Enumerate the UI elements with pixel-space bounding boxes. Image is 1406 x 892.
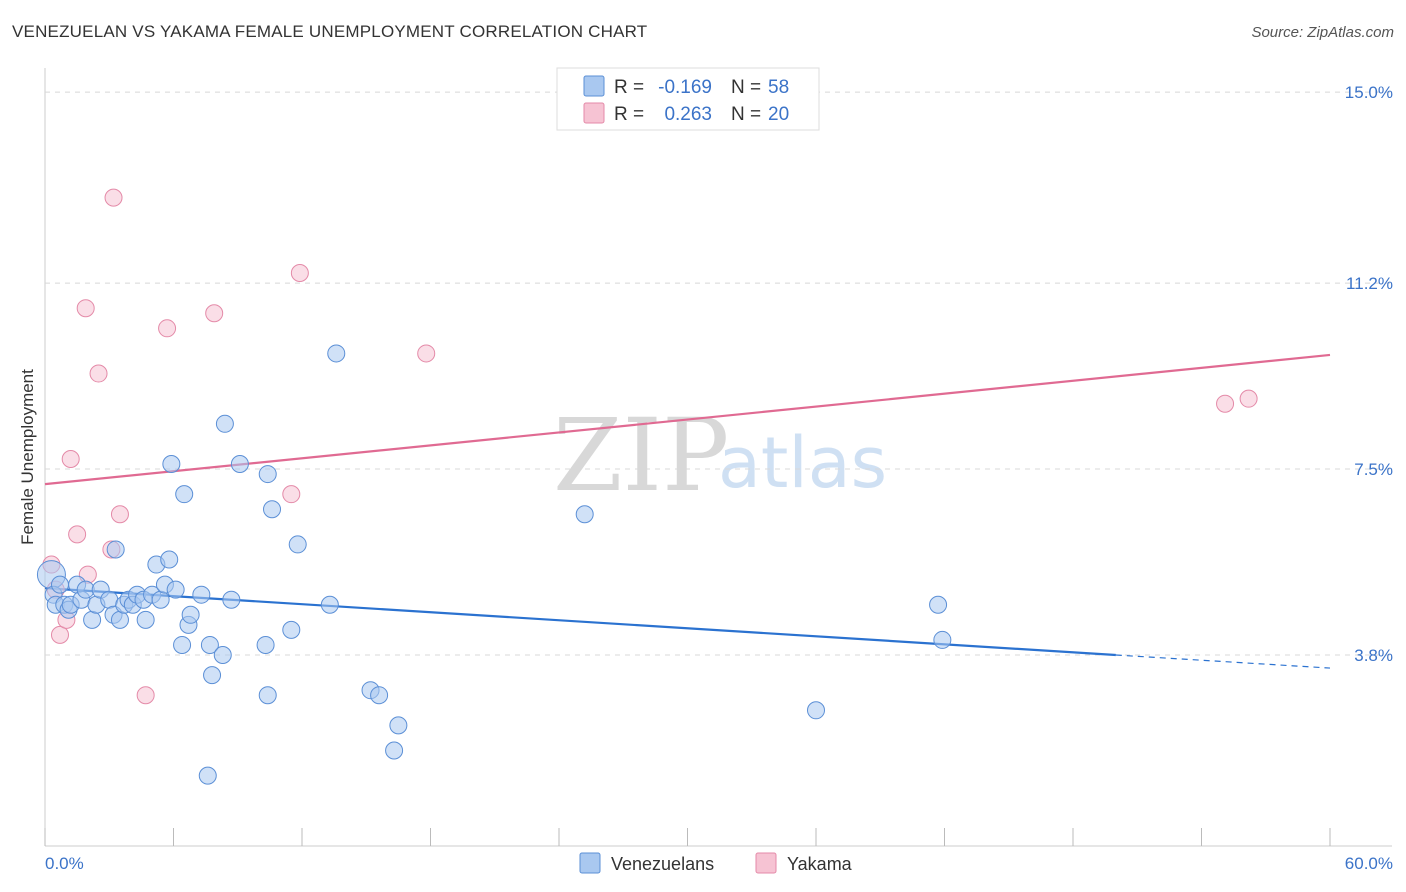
venezuelan-point	[807, 701, 825, 720]
y-tick-label: 11.2%	[1346, 274, 1393, 293]
y-axis-label: Female Unemployment	[18, 369, 37, 545]
venezuelan-point	[151, 590, 170, 609]
yakama-point	[76, 299, 95, 318]
venezuelan-point	[256, 635, 275, 654]
chart-title: VENEZUELAN VS YAKAMA FEMALE UNEMPLOYMENT…	[12, 22, 648, 41]
yakama-point	[417, 344, 436, 363]
venezuelan-point	[198, 766, 217, 785]
venezuelan-point	[222, 590, 241, 609]
venezuelan-point	[258, 465, 277, 484]
x-tick-label-min: 0.0%	[45, 854, 84, 873]
yakama-point	[89, 364, 108, 383]
venezuelan-point	[181, 605, 200, 624]
venezuelan-point	[929, 595, 948, 614]
yakama-point	[61, 449, 80, 468]
bottom-legend-venezuelans: Venezuelans	[611, 854, 714, 874]
venezuelan-point	[575, 505, 594, 524]
legend-n-label-1: N =	[731, 77, 761, 98]
venezuelan-points	[36, 344, 952, 785]
venezuelan-point	[173, 635, 192, 654]
yakama-point	[136, 686, 155, 705]
correlation-legend: R = -0.169 N = 58 R = 0.263 N = 20	[556, 67, 820, 131]
y-tick-label: 3.8%	[1354, 646, 1393, 665]
venezuelan-point	[263, 500, 282, 519]
yakama-point	[104, 188, 123, 207]
venezuelan-point	[385, 741, 404, 760]
venezuelan-point	[136, 610, 155, 629]
y-tick-label: 7.5%	[1354, 460, 1393, 479]
venezuelan-point	[370, 686, 389, 705]
x-ticks	[44, 828, 1331, 846]
venezuelan-point	[100, 590, 119, 609]
watermark-atlas: atlas	[718, 422, 887, 504]
venezuelan-point	[282, 620, 301, 639]
bottom-legend-swatch-yakama	[755, 852, 777, 874]
bottom-legend-yakama: Yakama	[787, 854, 853, 874]
yakama-point	[1239, 389, 1258, 408]
yakama-point	[290, 264, 309, 283]
legend-n-label-2: N =	[731, 104, 761, 125]
venezuelan-trend-extension	[1115, 654, 1331, 669]
venezuelan-point	[320, 595, 339, 614]
legend-n-value-1: 58	[768, 77, 789, 98]
yakama-point	[205, 304, 224, 323]
legend-swatch-yakama	[583, 102, 605, 124]
venezuelan-point	[327, 344, 346, 363]
yakama-point	[110, 505, 129, 524]
bottom-legend-swatch-venezuelans	[579, 852, 601, 874]
venezuelan-point	[50, 575, 69, 594]
x-tick-label-max: 60.0%	[1345, 854, 1393, 873]
venezuelan-point	[230, 455, 249, 474]
venezuelan-point	[160, 550, 179, 569]
series-legend: Venezuelans Yakama	[579, 852, 853, 874]
yakama-point	[282, 485, 301, 504]
legend-r-value-1: -0.169	[658, 77, 712, 98]
yakama-point	[50, 625, 69, 644]
legend-r-value-2: 0.263	[664, 104, 712, 125]
venezuelan-point	[389, 716, 408, 735]
yakama-point	[1216, 394, 1235, 413]
legend-r-label-1: R =	[614, 77, 644, 98]
yakama-point	[68, 525, 87, 544]
venezuelan-point	[83, 610, 102, 629]
yakama-point	[158, 319, 177, 338]
venezuelan-point	[106, 540, 125, 559]
legend-swatch-venezuelans	[583, 75, 605, 97]
venezuelan-point	[175, 485, 194, 504]
y-tick-label: 15.0%	[1345, 83, 1393, 102]
venezuelan-point	[215, 414, 234, 433]
watermark-zip: ZIP	[553, 397, 729, 514]
venezuelan-point	[166, 580, 185, 599]
source-label: Source: ZipAtlas.com	[1251, 24, 1394, 41]
venezuelan-point	[213, 646, 232, 665]
venezuelan-point	[200, 635, 219, 654]
venezuelan-point	[76, 580, 95, 599]
venezuelan-point	[203, 666, 222, 685]
y-tick-labels: 3.8% 7.5% 11.2% 15.0%	[1345, 83, 1393, 665]
venezuelan-point	[110, 610, 129, 629]
yakama-trend-line	[44, 353, 1331, 486]
venezuelan-point	[192, 585, 211, 604]
legend-r-label-2: R =	[614, 104, 644, 125]
venezuelan-point	[288, 535, 307, 554]
venezuelan-point	[162, 455, 181, 474]
legend-n-value-2: 20	[768, 104, 789, 125]
venezuelan-point	[258, 686, 277, 705]
venezuelan-point	[933, 630, 952, 649]
gridlines	[45, 91, 1392, 656]
